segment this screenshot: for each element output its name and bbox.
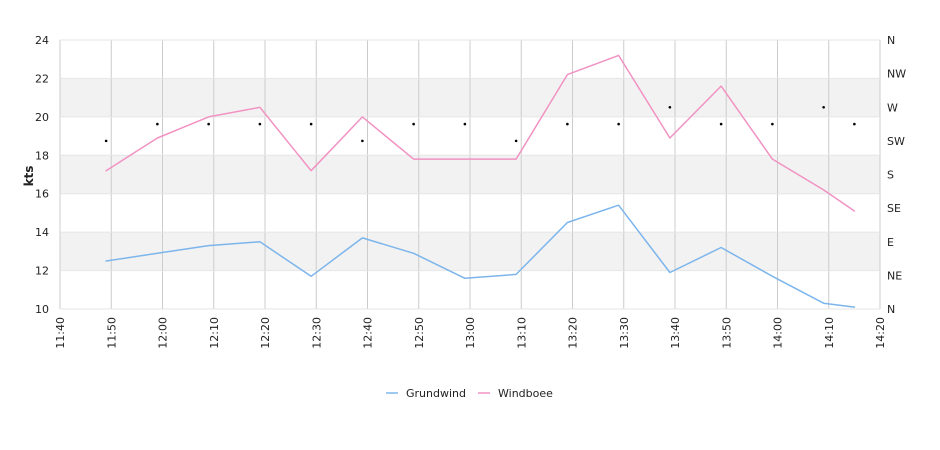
y-tick-label: 20 xyxy=(35,111,49,124)
y-axis-ticks: 10 12 14 16 18 20 22 24 xyxy=(35,34,49,316)
horizontal-gridlines xyxy=(60,39,880,310)
direction-point xyxy=(771,122,774,126)
y-tick-label: 18 xyxy=(35,149,49,162)
direction-tick-label: NE xyxy=(887,269,902,282)
direction-axis-ticks: N NE E SE S SW W NW N xyxy=(887,34,906,316)
y-tick-label: 16 xyxy=(35,188,49,201)
x-axis-ticks: 11:40 11:50 12:00 12:10 12:20 12:30 12:40 12:50… xyxy=(54,317,887,349)
direction-tick-label: E xyxy=(887,236,894,249)
direction-tick-label: N xyxy=(887,34,895,47)
x-tick-label: 12:40 xyxy=(362,317,375,349)
direction-point xyxy=(156,122,159,126)
legend-label: Windboee xyxy=(498,387,553,400)
x-tick-label: 12:30 xyxy=(310,317,323,349)
direction-point xyxy=(207,122,210,126)
direction-point xyxy=(617,122,620,126)
direction-point xyxy=(566,122,569,126)
direction-point xyxy=(412,122,415,126)
x-tick-label: 13:30 xyxy=(618,317,631,349)
direction-tick-label: W xyxy=(887,101,898,114)
direction-point xyxy=(668,105,672,109)
x-tick-label: 13:10 xyxy=(515,317,528,349)
x-tick-label: 11:50 xyxy=(105,317,118,349)
series-lines xyxy=(105,54,856,308)
x-tick-label: 13:00 xyxy=(464,317,477,349)
x-tick-label: 13:40 xyxy=(669,317,682,349)
x-tick-label: 13:20 xyxy=(567,317,580,349)
legend-label: Grundwind xyxy=(406,387,466,400)
direction-tick-label: NW xyxy=(887,68,906,81)
direction-tick-label: N xyxy=(887,303,895,316)
direction-point xyxy=(258,122,262,126)
y-tick-label: 22 xyxy=(35,72,49,85)
direction-point xyxy=(822,105,825,109)
y-tick-label: 12 xyxy=(35,265,49,278)
direction-tick-label: SE xyxy=(887,202,901,215)
y-tick-label: 14 xyxy=(35,226,49,239)
x-tick-label: 12:20 xyxy=(259,317,272,349)
direction-point xyxy=(514,139,518,143)
x-tick-label: 14:20 xyxy=(874,317,887,349)
direction-markers xyxy=(104,105,856,143)
x-tick-label: 13:50 xyxy=(720,317,733,349)
direction-point xyxy=(104,139,108,143)
y-axis-label: kts xyxy=(22,166,36,187)
legend: Grundwind Windboee xyxy=(386,387,553,400)
x-tick-label: 14:10 xyxy=(823,317,836,349)
direction-tick-label: SW xyxy=(887,135,905,148)
direction-tick-label: S xyxy=(887,169,894,182)
x-tick-label: 14:00 xyxy=(772,317,785,349)
y-tick-label: 24 xyxy=(35,34,49,47)
x-tick-label: 12:10 xyxy=(208,317,221,349)
series-line-grundwind xyxy=(105,204,856,308)
vertical-gridlines xyxy=(59,40,881,309)
direction-point xyxy=(309,122,313,126)
direction-point xyxy=(463,122,467,126)
y-tick-label: 10 xyxy=(35,303,49,316)
x-tick-label: 12:50 xyxy=(413,317,426,349)
series-line-windboee xyxy=(105,54,856,212)
x-tick-label: 12:00 xyxy=(157,317,170,349)
direction-point xyxy=(361,139,364,143)
x-tick-label: 11:40 xyxy=(54,317,67,349)
direction-point xyxy=(853,122,856,126)
direction-point xyxy=(719,122,723,126)
